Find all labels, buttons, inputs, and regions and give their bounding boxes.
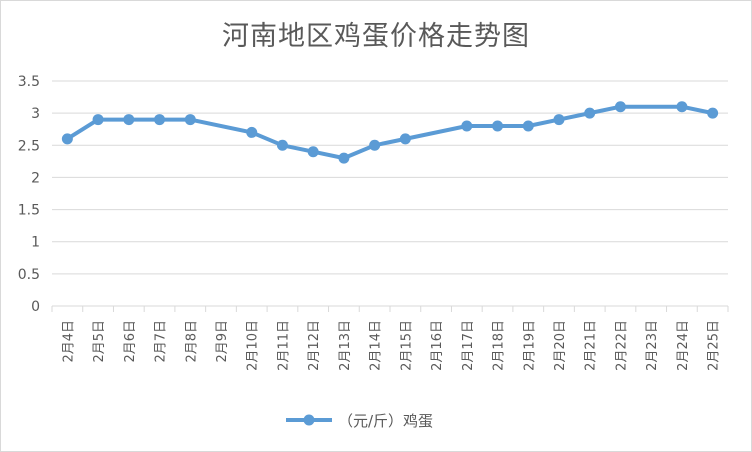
y-tick-label: 0	[31, 299, 40, 315]
data-point	[307, 146, 319, 158]
x-tick-label: 2月4日	[61, 320, 76, 363]
legend-label: （元/斤）鸡蛋	[338, 412, 433, 430]
y-tick-label: 0.5	[18, 267, 40, 283]
x-tick-label: 2月7日	[154, 320, 169, 363]
data-point	[553, 114, 565, 126]
x-tick-label: 2月24日	[676, 320, 691, 371]
data-point	[707, 107, 719, 119]
y-tick-label: 1	[31, 235, 40, 251]
x-tick-label: 2月21日	[584, 320, 599, 371]
data-point	[184, 114, 196, 126]
legend: （元/斤）鸡蛋	[286, 412, 433, 430]
data-point	[522, 120, 534, 132]
data-point	[399, 133, 411, 145]
grid-lines	[52, 80, 728, 307]
x-tick-label: 2月9日	[215, 320, 230, 363]
x-tick-label: 2月8日	[184, 320, 199, 363]
x-tick-label: 2月17日	[461, 320, 476, 371]
x-tick-label: 2月5日	[92, 320, 107, 363]
data-point	[614, 101, 626, 113]
data-point	[154, 114, 166, 126]
x-tick-label: 2月16日	[430, 320, 445, 371]
data-point	[338, 152, 350, 164]
x-tick-label: 2月19日	[522, 320, 537, 371]
data-point	[676, 101, 688, 113]
x-axis-ticks: 2月4日 2月5日 2月6日 2月7日 2月8日 2月9日 2月10日 2月11日 2月12日 2…	[51, 306, 729, 371]
series-group	[61, 101, 719, 164]
data-point	[492, 120, 504, 132]
x-tick-label: 2月20日	[553, 320, 568, 371]
x-tick-label: 2月11日	[276, 320, 291, 371]
data-point	[276, 139, 288, 151]
x-tick-label: 2月18日	[492, 320, 507, 371]
y-tick-label: 3	[31, 106, 40, 122]
data-point	[461, 120, 473, 132]
data-point	[246, 126, 258, 138]
y-tick-label: 2	[31, 170, 40, 186]
x-tick-label: 2月25日	[707, 320, 722, 371]
data-point	[123, 114, 135, 126]
y-tick-label: 2.5	[18, 138, 40, 154]
x-tick-label: 2月6日	[123, 320, 138, 363]
x-tick-label: 2月13日	[338, 320, 353, 371]
data-point	[61, 133, 73, 145]
legend-marker	[303, 414, 315, 426]
data-point	[369, 139, 381, 151]
x-tick-label: 2月23日	[645, 320, 660, 371]
x-tick-label: 2月12日	[307, 320, 322, 371]
y-tick-label: 3.5	[18, 74, 40, 90]
x-tick-label: 2月15日	[399, 320, 414, 371]
data-point	[92, 114, 104, 126]
series-line	[65, 104, 715, 161]
x-tick-label: 2月22日	[614, 320, 629, 371]
y-axis-ticks: 0 0.5 1 1.5 2 2.5 3 3.5	[18, 74, 40, 315]
data-point	[584, 107, 596, 119]
x-tick-label: 2月14日	[369, 320, 384, 371]
y-tick-label: 1.5	[18, 203, 40, 219]
x-tick-label: 2月10日	[246, 320, 261, 371]
chart-title: 河南地区鸡蛋价格走势图	[222, 21, 530, 52]
